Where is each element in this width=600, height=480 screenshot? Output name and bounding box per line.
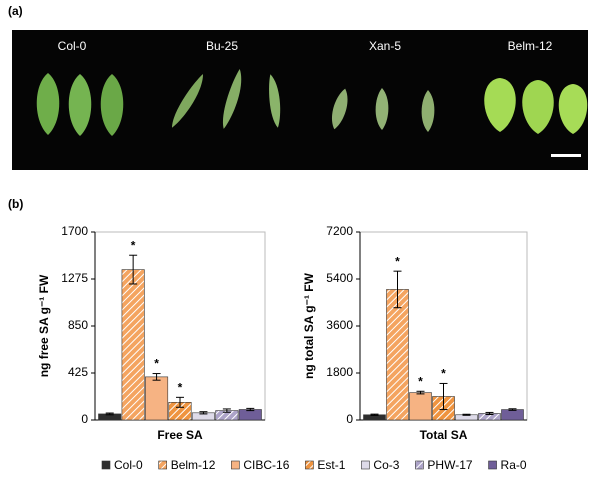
significance-marker: *	[418, 374, 423, 388]
bar	[121, 269, 145, 421]
significance-marker: *	[441, 367, 446, 381]
leaf	[421, 90, 435, 132]
leaf	[484, 78, 516, 132]
leaf	[558, 84, 588, 134]
x-axis-label: Total SA	[420, 428, 468, 442]
error-bar	[393, 270, 402, 309]
y-axis-label: ng free SA g⁻¹ FW	[37, 274, 51, 377]
legend-label: CIBC-16	[243, 458, 289, 472]
error-bar	[222, 408, 231, 413]
panel-label: (b)	[8, 197, 23, 211]
leaf	[222, 69, 242, 129]
y-axis-label: ng total SA g⁻¹ FW	[302, 272, 316, 379]
leaf	[36, 73, 60, 135]
bar	[501, 409, 524, 421]
legend-swatch	[488, 460, 497, 470]
bar	[386, 289, 409, 421]
photo-label: Col-0	[58, 39, 87, 53]
error-bar	[439, 382, 448, 411]
error-bar	[416, 390, 425, 395]
significance-marker: *	[131, 238, 136, 252]
legend-label: Ra-0	[501, 458, 527, 472]
significance-marker: *	[178, 381, 183, 395]
error-bar	[246, 407, 255, 412]
y-tick-label: 1700	[61, 224, 88, 238]
legend-swatch	[231, 460, 240, 470]
y-tick-label: 1275	[61, 271, 88, 285]
y-tick-label: 5400	[326, 271, 353, 285]
photo-label: Belm-12	[508, 39, 553, 53]
error-bar	[176, 396, 184, 408]
leaf	[172, 74, 204, 128]
y-tick-label: 0	[346, 412, 353, 426]
error-bar	[199, 411, 208, 415]
significance-marker: *	[395, 254, 400, 268]
y-tick-label: 425	[68, 365, 88, 379]
leaf	[522, 80, 554, 134]
legend-swatch	[415, 460, 424, 470]
leaf	[100, 74, 124, 136]
y-tick-label: 1800	[326, 365, 353, 379]
leaf	[269, 74, 281, 128]
leaf	[331, 88, 348, 130]
error-bar	[485, 411, 494, 416]
legend-label: Est-1	[317, 458, 345, 472]
error-bar	[105, 412, 114, 416]
error-bar	[370, 413, 379, 416]
legend-swatch	[158, 460, 167, 470]
y-tick-label: 7200	[326, 224, 353, 238]
x-axis-label: Free SA	[157, 428, 203, 442]
error-bar	[129, 254, 138, 285]
legend-swatch	[101, 460, 111, 470]
bar	[145, 376, 169, 421]
leaves	[36, 69, 588, 136]
error-bar	[508, 408, 517, 411]
bar	[409, 392, 432, 421]
panel-label: (a)	[8, 4, 23, 18]
y-tick-label: 0	[81, 412, 88, 426]
error-bar	[152, 373, 161, 381]
y-tick-label: 850	[68, 318, 88, 332]
scale-bar	[551, 154, 581, 157]
leaf	[375, 88, 389, 130]
legend-label: Co-3	[373, 458, 399, 472]
significance-marker: *	[154, 357, 159, 371]
photo-label: Xan-5	[369, 39, 401, 53]
legend-label: Col-0	[114, 458, 143, 472]
leaf	[68, 74, 92, 136]
legend-swatch	[305, 460, 314, 470]
error-bar	[462, 413, 471, 416]
y-tick-label: 3600	[326, 318, 353, 332]
photo-label: Bu-25	[206, 39, 238, 53]
legend-label: Belm-12	[171, 458, 216, 472]
legend-swatch	[361, 460, 370, 470]
legend-label: PHW-17	[427, 458, 472, 472]
